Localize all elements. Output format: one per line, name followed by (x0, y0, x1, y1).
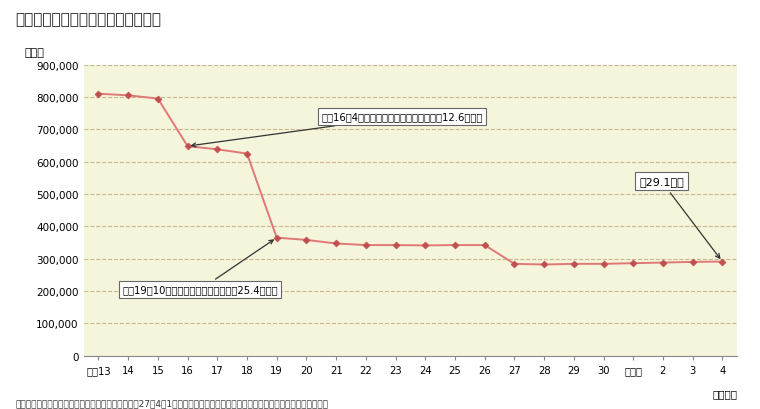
Text: （人）: （人） (25, 48, 45, 58)
Text: 平成16年4月：国立大学法人等へ移行（約12.6万人）: 平成16年4月：国立大学法人等へ移行（約12.6万人） (192, 112, 483, 148)
Text: （注）一般職国家公務員数は、行政執行法人（平成27年4月1日前は特定独立行政法人）等を除き、各年度末予算定員である。: （注）一般職国家公務員数は、行政執行法人（平成27年4月1日前は特定独立行政法人… (15, 398, 328, 407)
Text: 約29.1万人: 約29.1万人 (639, 177, 720, 258)
Text: （年度）: （年度） (712, 388, 737, 398)
Text: （参考）一般職国家公務員数の推移: （参考）一般職国家公務員数の推移 (15, 12, 161, 27)
Text: 平成19年10月：郵政公社の民営化（約25.4万人）: 平成19年10月：郵政公社の民営化（約25.4万人） (122, 240, 278, 295)
